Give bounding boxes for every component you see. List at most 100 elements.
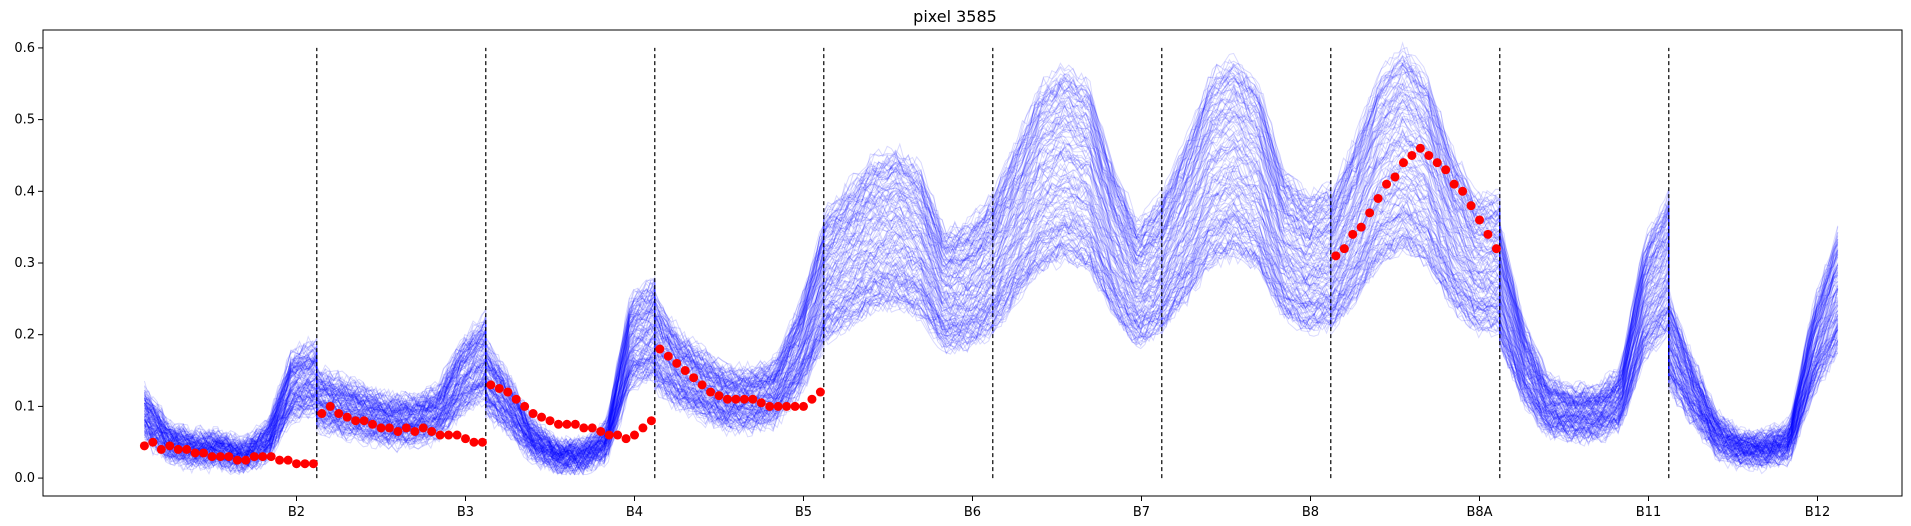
observed-point — [596, 426, 606, 436]
observed-point — [503, 387, 513, 397]
observed-point — [1432, 158, 1442, 168]
observed-point — [1424, 150, 1434, 160]
observed-point — [384, 423, 394, 433]
ensemble-line — [144, 210, 1839, 462]
observed-point — [1441, 165, 1451, 175]
observed-point — [182, 444, 192, 454]
observed-point — [756, 398, 766, 408]
observed-point — [351, 416, 361, 426]
ensemble-line — [144, 110, 1839, 455]
observed-point — [815, 387, 825, 397]
observed-point — [621, 434, 631, 444]
observed-point — [739, 394, 749, 404]
ensemble-line — [143, 139, 1839, 453]
ensemble-line — [144, 55, 1839, 452]
ensemble-line — [144, 84, 1839, 467]
observed-point — [782, 401, 792, 411]
ensemble-line — [143, 116, 1839, 457]
observed-point — [207, 452, 217, 462]
observed-point — [325, 401, 335, 411]
observed-point — [368, 419, 378, 429]
observed-point — [630, 430, 639, 440]
observed-point — [1407, 150, 1417, 160]
observed-point — [1365, 208, 1375, 218]
observed-point — [215, 452, 225, 462]
ensemble-line — [144, 232, 1839, 461]
observed-point — [165, 441, 175, 451]
observed-point — [317, 409, 327, 419]
ensemble-line — [143, 148, 1839, 468]
observed-point — [604, 430, 614, 440]
observed-point — [401, 423, 411, 433]
observed-point — [486, 380, 496, 390]
observed-point — [537, 412, 547, 422]
observed-point — [1491, 244, 1501, 254]
observed-point — [646, 416, 656, 426]
ensemble-line — [144, 79, 1839, 457]
observed-point — [1475, 215, 1484, 225]
ensemble-line — [143, 226, 1839, 460]
axes-layer: 0.0 0.1 0.2 0.3 0.4 0.5 0.6 B2 B3 B4 B5 B6 B7 B8 B8A B1… — [14, 29, 1903, 520]
observed-point — [461, 434, 470, 444]
ensemble-line — [143, 54, 1839, 461]
ensemble-line — [143, 181, 1839, 468]
observed-point — [249, 452, 259, 462]
observed-point — [773, 401, 783, 411]
ensemble-line — [143, 125, 1839, 451]
y-tick-label: 0.2 — [14, 328, 35, 343]
ensemble-line — [144, 64, 1839, 463]
observed-point — [1398, 158, 1408, 168]
observed-point — [528, 409, 538, 419]
ensemble-line — [143, 129, 1838, 457]
observed-point — [376, 423, 386, 433]
x-tick-label: B3 — [457, 505, 474, 520]
ensemble-line — [144, 182, 1839, 458]
observed-point — [570, 419, 580, 429]
chart-title: pixel 3585 — [913, 7, 997, 26]
ensemble-line — [143, 86, 1839, 449]
x-tick-label: B4 — [626, 505, 643, 520]
observed-point — [156, 444, 166, 454]
observed-point — [224, 452, 234, 462]
ensemble-line — [144, 157, 1839, 463]
ensemble-line — [143, 59, 1839, 447]
observed-point — [283, 455, 293, 465]
ensemble-line — [143, 212, 1839, 472]
y-tick-label: 0.0 — [14, 471, 35, 486]
observed-point — [292, 459, 301, 469]
ensemble-line — [144, 91, 1839, 461]
x-tick-label: B5 — [795, 505, 812, 520]
observed-point — [139, 441, 149, 451]
ensemble-line — [143, 244, 1839, 473]
ensemble-line — [144, 238, 1839, 471]
observed-point — [469, 437, 479, 447]
observed-point — [1415, 143, 1425, 153]
observed-point — [689, 373, 699, 383]
y-tick-label: 0.6 — [14, 41, 35, 56]
y-tick-label: 0.4 — [14, 184, 35, 199]
observed-point — [1339, 244, 1349, 254]
observed-point — [553, 419, 563, 429]
observed-point — [545, 416, 555, 426]
observed-point — [266, 452, 276, 462]
x-tick-label: B8 — [1302, 505, 1319, 520]
observed-point — [672, 358, 682, 368]
observed-point — [393, 426, 403, 436]
ensemble-line — [144, 146, 1839, 467]
observed-point — [199, 448, 209, 458]
ensemble-line — [143, 107, 1839, 457]
ensemble-line — [143, 113, 1839, 462]
x-tick-label: B2 — [288, 505, 305, 520]
ensemble-line — [144, 109, 1838, 472]
observed-point — [1483, 229, 1493, 239]
observed-point — [1331, 251, 1341, 261]
observed-point — [1466, 201, 1476, 211]
observed-point — [1458, 186, 1468, 196]
observed-point — [1348, 229, 1358, 239]
ensemble-line — [144, 163, 1838, 457]
ensemble-line — [143, 249, 1838, 475]
observed-point — [579, 423, 589, 433]
observed-point — [638, 423, 648, 433]
